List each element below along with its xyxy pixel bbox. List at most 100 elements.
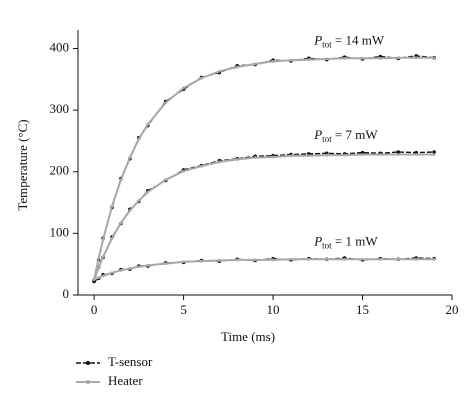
data-point bbox=[235, 65, 239, 69]
legend-label: Heater bbox=[108, 373, 143, 388]
data-point bbox=[97, 257, 100, 261]
data-point bbox=[97, 266, 100, 270]
data-point bbox=[307, 154, 311, 158]
annotation: Ptot = 14 mW bbox=[313, 33, 385, 50]
data-point bbox=[101, 238, 105, 241]
data-point bbox=[253, 258, 257, 262]
data-point bbox=[146, 122, 150, 126]
data-point bbox=[164, 101, 168, 105]
data-point bbox=[146, 264, 150, 267]
data-point bbox=[379, 56, 382, 60]
data-point bbox=[325, 153, 329, 157]
x-tick-label: 20 bbox=[446, 302, 459, 317]
data-point bbox=[361, 153, 364, 156]
data-point bbox=[379, 153, 382, 156]
data-point bbox=[343, 257, 347, 261]
data-point bbox=[432, 150, 436, 154]
data-point bbox=[182, 86, 185, 90]
x-tick-label: 5 bbox=[180, 302, 187, 317]
annotation: Ptot = 1 mW bbox=[313, 234, 378, 251]
data-point bbox=[396, 257, 400, 261]
data-point bbox=[432, 153, 436, 156]
series-line bbox=[93, 56, 435, 280]
annotation-subscript: tot bbox=[322, 241, 332, 251]
data-point bbox=[137, 199, 141, 203]
data-point bbox=[110, 236, 114, 240]
data-point bbox=[101, 255, 105, 259]
data-point bbox=[289, 58, 293, 62]
data-point bbox=[253, 62, 257, 66]
data-point bbox=[101, 274, 105, 278]
data-point bbox=[289, 257, 293, 261]
data-point bbox=[414, 257, 418, 261]
data-point bbox=[110, 271, 114, 275]
data-point bbox=[361, 257, 364, 261]
data-point bbox=[414, 56, 418, 60]
annotation-symbol: P bbox=[313, 33, 322, 48]
series-line bbox=[93, 55, 435, 281]
annotation-symbol: P bbox=[313, 234, 322, 249]
data-point bbox=[182, 260, 185, 264]
data-point bbox=[432, 257, 436, 261]
data-point bbox=[92, 278, 96, 281]
data-point bbox=[200, 76, 203, 80]
series-line bbox=[93, 258, 435, 281]
data-point bbox=[343, 153, 347, 157]
data-point bbox=[164, 178, 168, 182]
data-point bbox=[110, 204, 114, 208]
data-point bbox=[307, 58, 311, 61]
data-point bbox=[217, 259, 221, 262]
data-point bbox=[217, 69, 221, 73]
data-point bbox=[432, 56, 436, 60]
legend-marker bbox=[86, 380, 90, 384]
data-point bbox=[414, 153, 418, 156]
annotation: Ptot = 7 mW bbox=[313, 127, 378, 144]
data-point bbox=[137, 137, 141, 141]
y-tick-label: 0 bbox=[63, 286, 70, 301]
data-point bbox=[119, 221, 123, 225]
data-point bbox=[137, 265, 141, 269]
data-point bbox=[128, 156, 132, 159]
annotation-text: = 14 mW bbox=[332, 33, 385, 48]
data-point bbox=[128, 267, 132, 270]
annotation-subscript: tot bbox=[322, 40, 332, 50]
data-point bbox=[325, 57, 329, 61]
x-tick-label: 0 bbox=[91, 302, 98, 317]
data-point bbox=[307, 257, 311, 261]
annotation-text: = 7 mW bbox=[332, 127, 379, 142]
data-point bbox=[271, 258, 275, 262]
data-point bbox=[361, 56, 364, 60]
annotation-symbol: P bbox=[313, 127, 322, 142]
data-point bbox=[200, 259, 203, 263]
series-line bbox=[93, 151, 435, 281]
data-point bbox=[379, 257, 382, 261]
y-tick-label: 100 bbox=[50, 224, 70, 239]
data-point bbox=[271, 155, 275, 159]
series-line bbox=[93, 153, 435, 280]
y-axis-label: Temperature (°C) bbox=[15, 119, 30, 210]
data-point bbox=[271, 60, 275, 63]
data-point bbox=[396, 56, 400, 60]
data-point bbox=[253, 156, 257, 159]
x-tick-label: 10 bbox=[267, 302, 280, 317]
data-point bbox=[217, 160, 221, 164]
data-point bbox=[146, 190, 150, 194]
y-tick-label: 200 bbox=[50, 163, 70, 178]
annotation-subscript: tot bbox=[322, 134, 332, 144]
data-point bbox=[289, 154, 293, 158]
data-point bbox=[164, 262, 168, 265]
data-point bbox=[396, 153, 400, 156]
data-point bbox=[200, 164, 203, 168]
legend-marker bbox=[86, 361, 90, 365]
y-tick-label: 300 bbox=[50, 101, 70, 116]
legend-label: T-sensor bbox=[108, 354, 153, 369]
data-point bbox=[235, 158, 239, 161]
x-axis-label: Time (ms) bbox=[221, 329, 275, 344]
data-point bbox=[119, 178, 123, 182]
data-point bbox=[235, 258, 239, 262]
data-point bbox=[119, 268, 123, 272]
data-point bbox=[182, 169, 185, 173]
data-point bbox=[128, 209, 132, 212]
data-point bbox=[325, 257, 329, 261]
